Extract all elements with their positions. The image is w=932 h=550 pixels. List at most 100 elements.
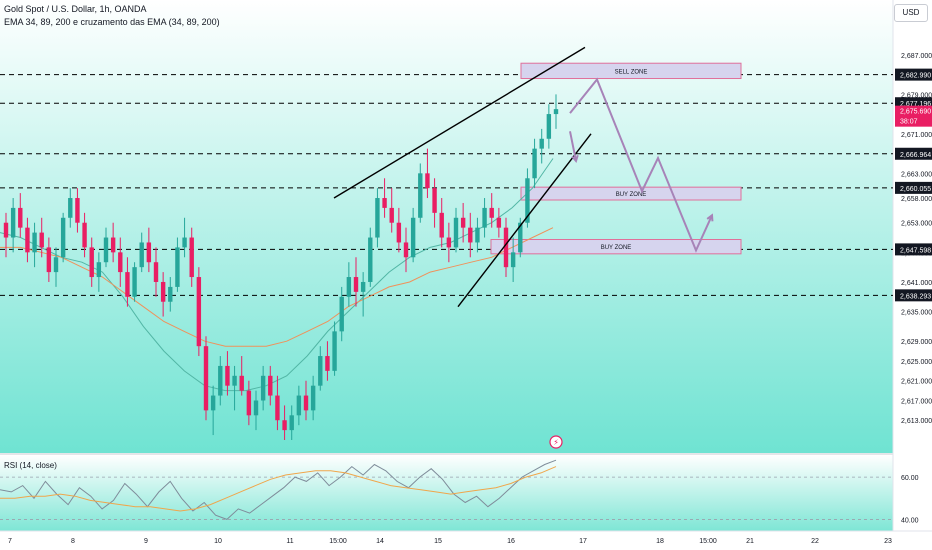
projection-segment [569,131,577,162]
candle-body[interactable] [468,227,473,243]
candle-body[interactable] [168,286,173,302]
candle-body[interactable] [10,207,16,238]
zone-box[interactable] [520,186,742,201]
x-tick-label: 15 [434,538,442,545]
candle-body[interactable] [353,277,359,292]
candle-body[interactable] [553,109,559,115]
candle-body[interactable] [489,207,494,218]
candle-body[interactable] [439,212,444,238]
candle-body[interactable] [196,277,202,347]
candle-body[interactable] [218,365,223,396]
projection-path[interactable] [569,77,713,253]
candle-body[interactable] [210,395,216,411]
candle-body[interactable] [68,198,73,218]
candle-body[interactable] [496,217,502,228]
candle-body[interactable] [346,277,352,297]
candle-body[interactable] [396,222,402,243]
candle-body[interactable] [225,365,230,386]
x-tick-label: 15:00 [699,538,717,545]
candle-body[interactable] [32,232,37,253]
candle-body[interactable] [518,222,523,253]
trendline[interactable] [457,133,592,308]
candle-body[interactable] [503,227,509,268]
candle-body[interactable] [325,356,330,371]
candle-body[interactable] [475,227,480,243]
candle-body[interactable] [410,217,416,258]
candle-body[interactable] [310,385,316,411]
candle-body[interactable] [146,242,152,263]
candle-body[interactable] [389,207,394,223]
candle-body[interactable] [125,272,130,297]
candle-body[interactable] [189,237,194,278]
indicator-label: EMA 34, 89, 200 e cruzamento das EMA (34… [4,17,220,27]
candle-body[interactable] [510,252,516,268]
candle-body[interactable] [75,198,80,223]
candle-body[interactable] [53,257,59,273]
candle-body[interactable] [182,237,187,248]
price-level-tag[interactable] [895,243,932,256]
candle-body[interactable] [46,247,52,273]
candle-body[interactable] [160,281,166,302]
candle-body[interactable] [118,252,123,273]
zone-box[interactable] [490,239,742,255]
candle-body[interactable] [432,188,437,213]
price-level-tag[interactable] [895,68,932,81]
trendline[interactable] [333,46,586,199]
candle-body[interactable] [39,232,44,248]
candle-body[interactable] [275,395,280,421]
candle-body[interactable] [139,242,144,268]
candle-body[interactable] [332,331,337,371]
candle-body[interactable] [339,296,344,332]
candle-body[interactable] [203,346,209,411]
price-level-tag-label: 2,682.990 [900,73,931,80]
candle-body[interactable] [525,178,530,223]
candle-body[interactable] [232,375,237,386]
candle-body[interactable] [260,375,266,401]
candle-body[interactable] [289,415,294,431]
candle-body[interactable] [368,237,373,282]
price-level-tag[interactable] [895,181,932,194]
candle-body[interactable] [25,227,30,253]
candle-body[interactable] [239,375,244,391]
candle-body[interactable] [382,198,387,208]
candle-body[interactable] [539,138,544,149]
candle-body[interactable] [268,375,273,396]
y-tick-label: 2,613.000 [901,418,932,425]
candle-body[interactable] [103,237,109,263]
candle-body[interactable] [60,217,66,258]
candle-body[interactable] [453,217,459,248]
currency-button[interactable]: USD [894,4,928,22]
candle-body[interactable] [96,262,102,278]
candle-body[interactable] [375,198,380,238]
candle-body[interactable] [296,395,302,416]
candle-body[interactable] [546,114,552,139]
candle-body[interactable] [532,148,537,179]
alert-icon[interactable] [549,435,563,449]
candle-body[interactable] [318,356,323,386]
zone-box[interactable] [520,62,742,80]
price-level-tag[interactable] [895,147,932,160]
candle-body[interactable] [110,237,116,253]
candle-body[interactable] [153,262,159,282]
candle-body[interactable] [253,400,259,416]
last-price-tag[interactable] [895,105,932,127]
candle-body[interactable] [460,217,466,228]
candle-body[interactable] [418,173,423,218]
price-level-tag[interactable] [895,289,932,302]
candle-body[interactable] [303,395,309,411]
candle-body[interactable] [446,237,452,248]
candle-body[interactable] [175,247,180,287]
candle-body[interactable] [82,222,87,248]
candle-body[interactable] [482,207,487,228]
candle-body[interactable] [89,247,94,278]
candle-body[interactable] [18,207,23,228]
candle-body[interactable] [360,281,366,292]
candle-body[interactable] [246,390,252,416]
candle-body[interactable] [425,173,430,189]
projection-arrowhead [571,154,579,164]
x-tick-label: 9 [144,538,148,545]
candle-body[interactable] [282,420,287,431]
candle-body[interactable] [403,242,409,258]
candle-body[interactable] [132,267,137,297]
candle-body[interactable] [3,222,9,238]
